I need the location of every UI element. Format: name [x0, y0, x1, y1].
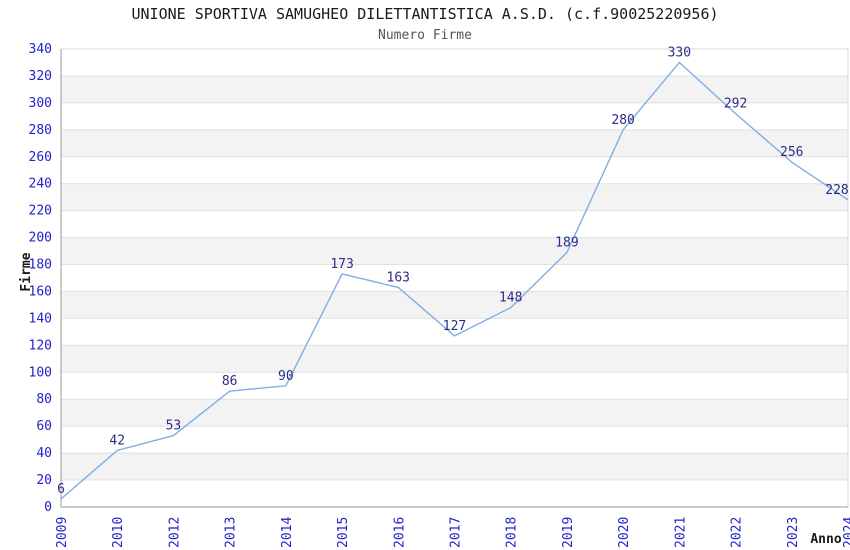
x-tick-label: 2015: [336, 517, 351, 548]
data-point-label: 173: [330, 257, 353, 272]
x-tick-label: 2018: [505, 517, 520, 548]
data-point-label: 163: [387, 270, 410, 285]
y-tick-label: 120: [29, 338, 52, 353]
y-tick-label: 40: [36, 446, 52, 461]
data-point-label: 6: [57, 482, 65, 497]
chart-title: UNIONE SPORTIVA SAMUGHEO DILETTANTISTICA…: [132, 5, 719, 23]
x-tick-label: 2012: [167, 517, 182, 548]
data-point-label: 53: [166, 419, 182, 434]
plot-band: [61, 291, 848, 319]
y-tick-label: 220: [29, 204, 52, 219]
y-tick-label: 340: [29, 42, 52, 57]
data-point-label: 148: [499, 291, 522, 306]
y-tick-label: 260: [29, 150, 52, 165]
data-point-label: 42: [109, 433, 125, 448]
data-point-label: 330: [668, 45, 691, 60]
gridlines: [61, 48, 848, 508]
y-tick-label: 0: [44, 500, 52, 515]
data-point-label: 292: [724, 97, 747, 112]
y-tick-label: 180: [29, 258, 52, 273]
y-tick-label: 300: [29, 96, 52, 111]
x-axis-title: Anno: [810, 532, 841, 547]
data-point-label: 280: [611, 113, 634, 128]
data-point-label: 256: [780, 145, 803, 160]
y-tick-label: 200: [29, 231, 52, 246]
y-tick-label: 140: [29, 311, 52, 326]
plot-band: [61, 345, 848, 373]
x-tick-label: 2021: [673, 517, 688, 548]
x-tick-label: 2013: [224, 517, 239, 548]
data-point-label: 90: [278, 369, 294, 384]
x-tick-label: 2024: [842, 517, 850, 548]
plot-band: [61, 183, 848, 211]
x-tick-label: 2022: [730, 517, 745, 548]
y-tick-label: 160: [29, 284, 52, 299]
data-point-label: 189: [555, 235, 578, 250]
x-tick-label: 2020: [617, 517, 632, 548]
y-tick-label: 100: [29, 365, 52, 380]
data-series: 6 42 53 86 90 173 163 127 148 189 280 330 292 256 228: [57, 45, 849, 500]
x-tick-label: 2016: [392, 517, 407, 548]
plot-band: [61, 237, 848, 265]
plot-band: [61, 399, 848, 427]
x-tick-label: 2019: [561, 517, 576, 548]
plot-band: [61, 75, 848, 103]
y-tick-label: 80: [36, 392, 52, 407]
y-tick-label: 20: [36, 473, 52, 488]
x-tick-label: 2010: [111, 517, 126, 548]
plot-band: [61, 453, 848, 481]
y-tick-label: 320: [29, 69, 52, 84]
x-tick-label: 2009: [55, 517, 70, 548]
data-point-label: 127: [443, 319, 466, 334]
axis-ticks: 0 20 40 60 80 100 120 140 160 180 200 220 240 260 280 3…: [29, 42, 850, 548]
data-point-label: 228: [825, 183, 848, 198]
y-tick-label: 280: [29, 123, 52, 138]
y-tick-label: 60: [36, 419, 52, 434]
x-tick-label: 2017: [449, 517, 464, 548]
chart-subtitle: Numero Firme: [378, 28, 472, 43]
y-axis-title: Firme: [19, 252, 34, 291]
plot-border: [60, 48, 849, 508]
x-tick-label: 2023: [786, 517, 801, 548]
data-point-label: 86: [222, 374, 238, 389]
y-tick-label: 240: [29, 177, 52, 192]
x-tick-label: 2014: [280, 517, 295, 548]
plot-band: [61, 129, 848, 157]
plot-bands: [61, 75, 848, 481]
data-line: [60, 61, 849, 500]
